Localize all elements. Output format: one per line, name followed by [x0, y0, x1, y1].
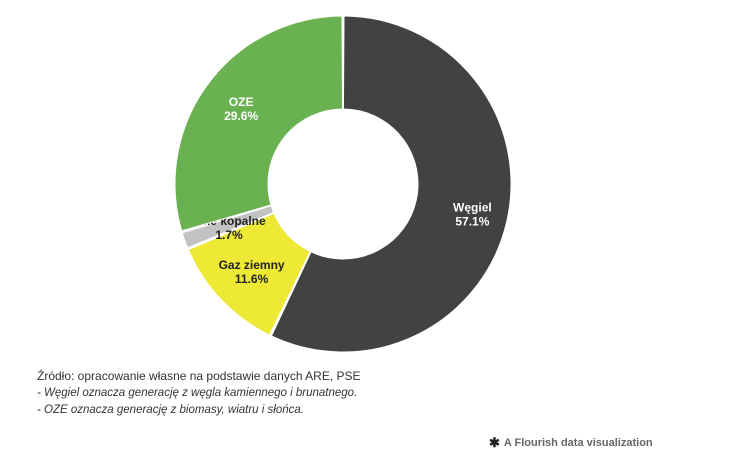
slice-label-we-giel: Węgiel	[453, 200, 492, 214]
slice-value-inne-kopalne: 1.7%	[215, 228, 243, 242]
slice-value-we-giel: 57.1%	[455, 214, 489, 228]
note-coal: - Węgiel oznacza generację z węgla kamie…	[37, 387, 358, 399]
flourish-asterisk-icon: ✱	[489, 435, 500, 450]
source-text: Źródło: opracowanie własne na podstawie …	[37, 369, 361, 383]
donut-slice-oze[interactable]	[174, 15, 344, 232]
note-renewables: - OZE oznacza generację z biomasy, wiatr…	[37, 404, 304, 416]
slice-value-gaz-ziemny: 11.6%	[235, 272, 269, 286]
donut-slice-inne-kopalne[interactable]	[181, 205, 275, 249]
donut-chart: Węgiel 57.1% Gaz ziemny 11.6% Inne kopalne 1.…	[174, 15, 512, 353]
slice-label-oze: OZE	[229, 95, 254, 109]
flourish-credit-text: A Flourish data visualization	[503, 436, 653, 449]
slice-value-oze: 29.6%	[224, 109, 258, 123]
chart-footer: Źródło: opracowanie własne na podstawie …	[37, 368, 637, 419]
slice-label-gaz-ziemny: Gaz ziemny	[219, 258, 285, 272]
donut-slice-gaz-ziemny[interactable]	[187, 212, 311, 336]
flourish-credit-link[interactable]: ✱ A Flourish data visualization	[489, 436, 653, 449]
donut-slice-we-giel[interactable]	[270, 15, 512, 353]
